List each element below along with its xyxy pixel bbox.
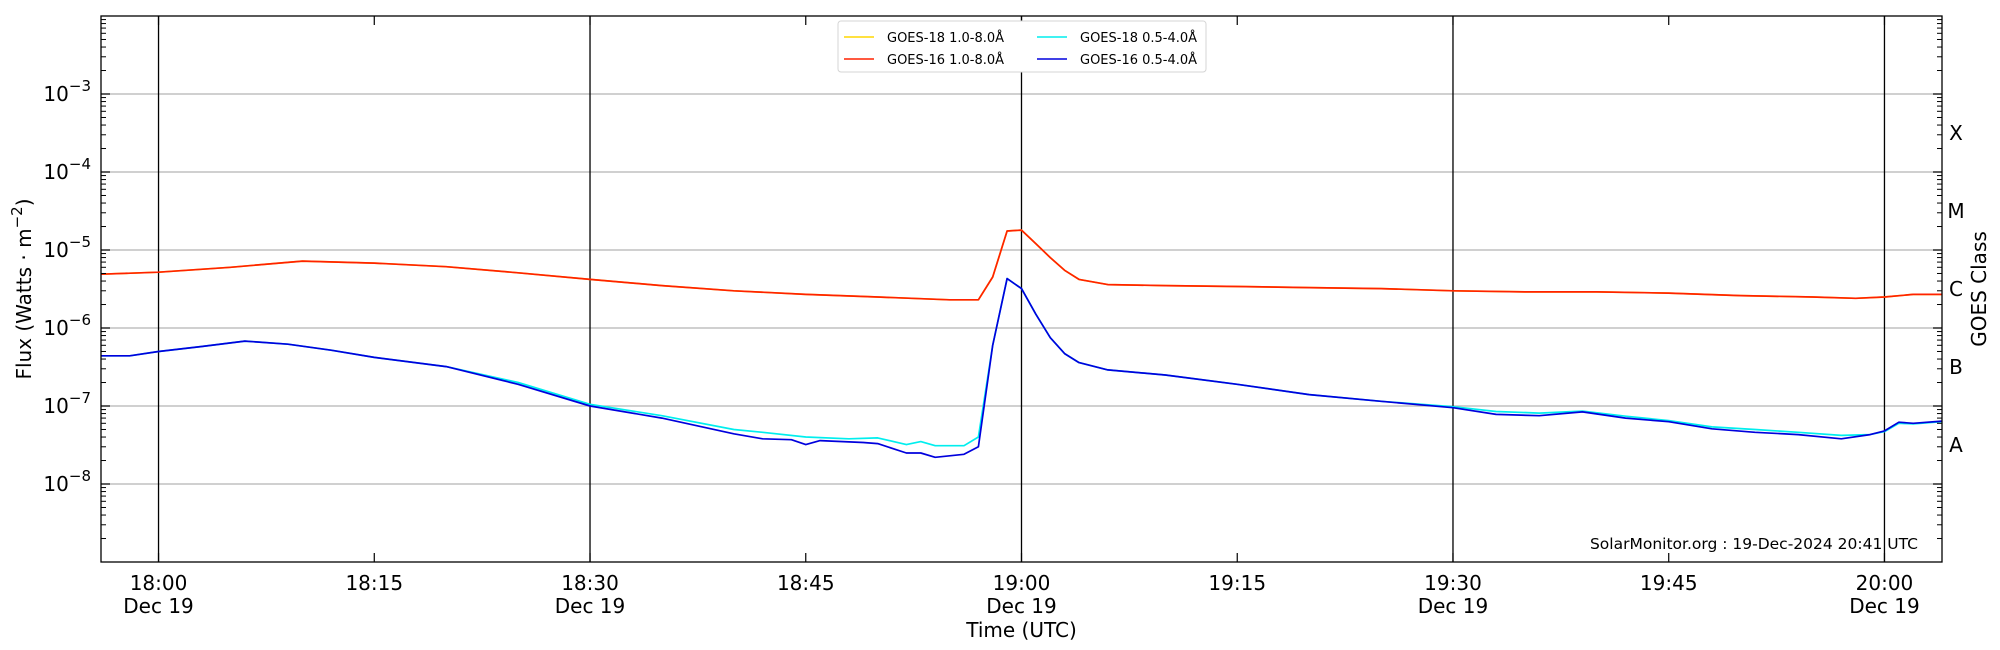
right-axis-title: GOES Class — [1967, 231, 1991, 347]
x-tick-date-label: Dec 19 — [1418, 594, 1489, 618]
y-tick-label: 10−7 — [43, 389, 91, 418]
x-tick-label: 18:30 — [561, 571, 619, 595]
watermark-text: SolarMonitor.org : 19-Dec-2024 20:41 UTC — [1590, 535, 1918, 553]
goes-class-label: C — [1949, 277, 1963, 301]
legend-box — [837, 20, 1207, 73]
legend: GOES-18 1.0-8.0Å GOES-18 0.5-4.0Å GOES-16 … — [837, 20, 1207, 73]
legend-label: GOES-16 1.0-8.0Å — [887, 52, 1004, 68]
goes-class-label: X — [1949, 121, 1963, 145]
y-tick-label: 10−5 — [43, 233, 91, 262]
data-series — [100, 229, 1943, 459]
y-tick-label: 10−8 — [43, 467, 91, 496]
legend-label: GOES-18 1.0-8.0Å — [887, 30, 1004, 46]
x-tick-date-label: Dec 19 — [555, 594, 626, 618]
y-tick-label: 10−4 — [43, 155, 91, 184]
y-tick-label: 10−6 — [43, 311, 91, 340]
grid-lines — [101, 16, 1942, 562]
legend-label: GOES-16 0.5-4.0Å — [1080, 52, 1197, 68]
x-tick-label: 19:15 — [1208, 571, 1266, 595]
goes-class-label: M — [1947, 199, 1964, 223]
x-axis-title: Time (UTC) — [965, 618, 1077, 642]
x-tick-label: 19:45 — [1640, 571, 1698, 595]
goes-class-label: B — [1949, 355, 1963, 379]
x-tick-label: 18:45 — [777, 571, 835, 595]
x-tick-label: 18:15 — [345, 571, 403, 595]
x-tick-label: 19:30 — [1424, 571, 1482, 595]
x-tick-label: 18:00 — [130, 571, 188, 595]
goes-class-label: A — [1949, 433, 1963, 457]
x-tick-date-label: Dec 19 — [123, 594, 194, 618]
x-tick-label: 19:00 — [993, 571, 1051, 595]
series-line — [100, 229, 1942, 301]
legend-label: GOES-18 0.5-4.0Å — [1080, 30, 1197, 46]
x-tick-date-label: Dec 19 — [986, 594, 1057, 618]
y-tick-label: 10−3 — [43, 77, 91, 106]
x-tick-label: 20:00 — [1856, 571, 1914, 595]
y-axis-title: Flux (Watts · m−2) — [8, 198, 36, 379]
x-tick-date-label: Dec 19 — [1849, 594, 1920, 618]
series-line — [101, 277, 1943, 459]
